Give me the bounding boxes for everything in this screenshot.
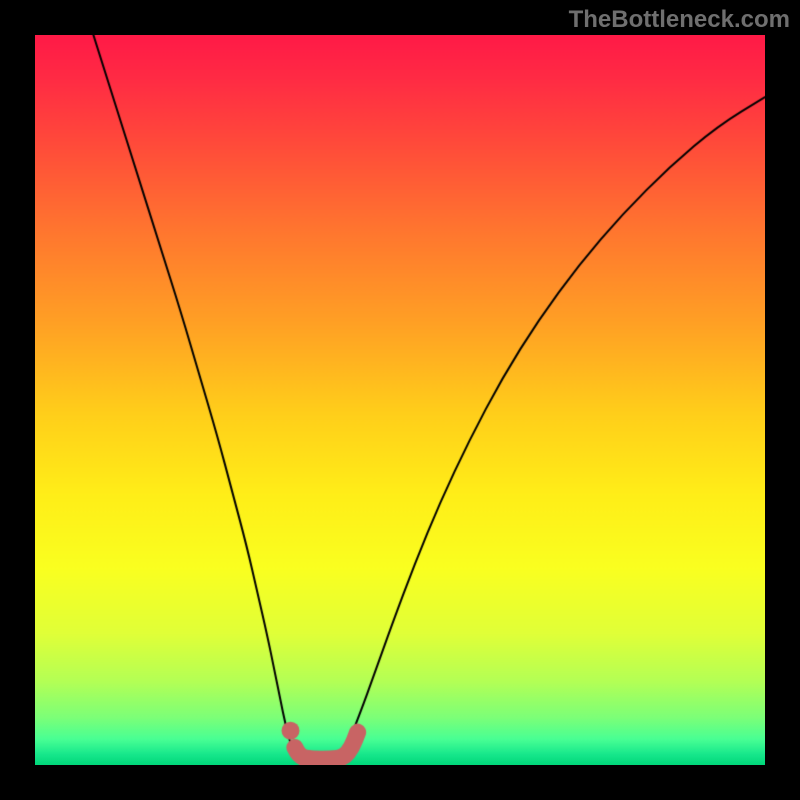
watermark-text: TheBottleneck.com	[569, 6, 790, 34]
plot-canvas	[35, 35, 765, 765]
chart-frame: TheBottleneck.com	[0, 0, 800, 800]
plot-area	[35, 35, 765, 765]
